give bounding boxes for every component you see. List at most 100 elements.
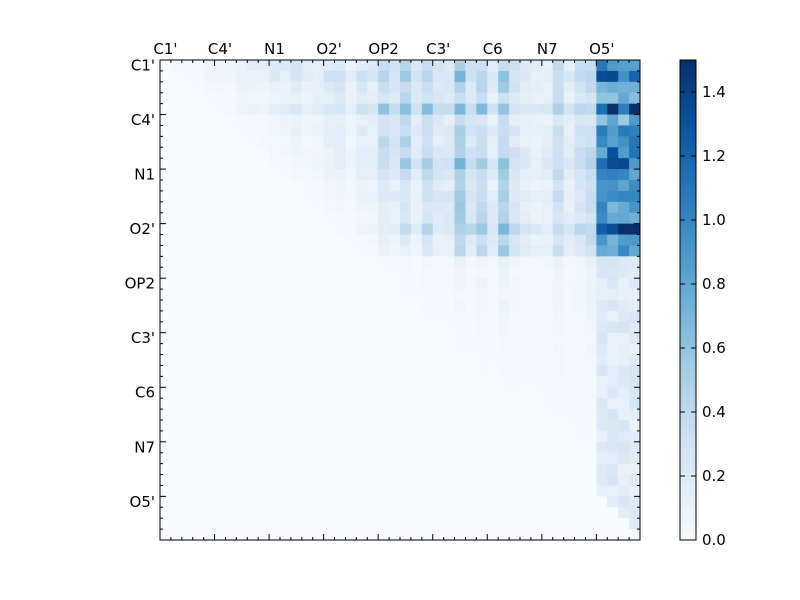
heatmap-cell: [618, 485, 630, 497]
heatmap-cell: [465, 452, 477, 465]
heatmap-cell: [487, 114, 499, 126]
heatmap-cell: [432, 452, 445, 465]
heatmap-cell: [356, 387, 368, 399]
heatmap-cell: [356, 321, 368, 334]
heatmap-cell: [323, 92, 335, 105]
heatmap-cell: [160, 169, 172, 181]
heatmap-cell: [323, 256, 335, 268]
heatmap-cell: [487, 409, 499, 421]
heatmap-cell: [367, 485, 379, 497]
heatmap-cell: [421, 474, 434, 486]
heatmap-cell: [421, 441, 434, 454]
heatmap-cell: [607, 92, 619, 105]
heatmap-cell: [629, 234, 641, 246]
heatmap-cell: [192, 103, 205, 115]
heatmap-cell: [421, 234, 434, 246]
heatmap-cell: [203, 289, 215, 301]
heatmap-cell: [367, 267, 379, 279]
heatmap-cell: [247, 180, 259, 192]
heatmap-cell: [334, 398, 346, 410]
heatmap-cell: [618, 81, 630, 94]
heatmap-cell: [400, 430, 412, 443]
heatmap-cell: [170, 474, 183, 486]
heatmap-cell: [160, 289, 172, 301]
heatmap-cell: [334, 60, 346, 72]
heatmap-cell: [356, 114, 368, 126]
heatmap-cell: [345, 212, 357, 225]
heatmap-cell: [181, 420, 194, 432]
heatmap-cell: [378, 474, 390, 486]
heatmap-cell: [454, 463, 466, 475]
heatmap-cell: [487, 256, 499, 268]
heatmap-cell: [290, 81, 303, 94]
heatmap-cell: [290, 518, 303, 530]
heatmap-cell: [520, 365, 532, 377]
heatmap-cell: [378, 234, 390, 246]
heatmap-cell: [476, 180, 488, 192]
heatmap-cell: [312, 180, 325, 192]
heatmap-cell: [454, 387, 466, 399]
heatmap-cell: [410, 518, 423, 530]
heatmap-cell: [487, 310, 499, 323]
heatmap-cell: [160, 485, 172, 497]
heatmap-cell: [454, 507, 466, 519]
heatmap-cell: [356, 60, 368, 72]
heatmap-cell: [443, 365, 455, 377]
heatmap-cell: [225, 332, 237, 345]
heatmap-cell: [236, 376, 248, 388]
heatmap-cell: [181, 518, 194, 530]
heatmap-cell: [443, 60, 455, 72]
heatmap-cell: [487, 158, 499, 170]
heatmap-cell: [585, 441, 597, 454]
heatmap-cell: [269, 201, 281, 214]
heatmap-cell: [410, 245, 423, 257]
heatmap-cell: [465, 147, 477, 159]
heatmap-cell: [498, 376, 510, 388]
heatmap-cell: [498, 496, 510, 508]
heatmap-cell: [443, 387, 455, 399]
heatmap-cell: [476, 310, 488, 323]
heatmap-cell: [236, 518, 248, 530]
heatmap-cell: [236, 354, 248, 366]
heatmap-cell: [170, 463, 183, 475]
heatmap-cell: [290, 158, 303, 170]
heatmap-cell: [247, 256, 259, 268]
heatmap-cell: [629, 452, 641, 465]
heatmap-cell: [312, 256, 325, 268]
heatmap-cell: [247, 267, 259, 279]
heatmap-cell: [410, 169, 423, 181]
heatmap-cell: [356, 234, 368, 246]
x-tick-label: OP2: [368, 40, 398, 58]
heatmap-cell: [312, 463, 325, 475]
heatmap-cell: [290, 474, 303, 486]
heatmap-cell: [465, 234, 477, 246]
heatmap-cell: [323, 332, 335, 345]
heatmap-cell: [160, 343, 172, 355]
heatmap-cell: [323, 234, 335, 246]
heatmap-cell: [563, 474, 575, 486]
heatmap-cell: [618, 430, 630, 443]
heatmap-cell: [607, 452, 619, 465]
heatmap-cell: [563, 409, 575, 421]
heatmap-cell: [574, 430, 586, 443]
heatmap-cell: [389, 201, 401, 214]
heatmap-cell: [312, 147, 325, 159]
heatmap-cell: [585, 376, 597, 388]
colorbar-ticks: 0.00.20.40.60.81.01.21.4: [680, 83, 726, 549]
heatmap-cell: [236, 289, 248, 301]
heatmap-cell: [487, 343, 499, 355]
heatmap-cell: [323, 420, 335, 432]
heatmap-cell: [269, 452, 281, 465]
heatmap-cell: [574, 332, 586, 345]
heatmap-cell: [563, 441, 575, 454]
heatmap-cell: [596, 300, 608, 312]
heatmap-cell: [530, 310, 543, 323]
heatmap-cell: [356, 190, 368, 203]
heatmap-cell: [334, 223, 346, 235]
heatmap-cell: [312, 70, 325, 83]
heatmap-cell: [574, 507, 586, 519]
heatmap-cell: [290, 125, 303, 137]
heatmap-cell: [629, 190, 641, 203]
heatmap-cell: [596, 212, 608, 225]
heatmap-cell: [596, 103, 608, 115]
